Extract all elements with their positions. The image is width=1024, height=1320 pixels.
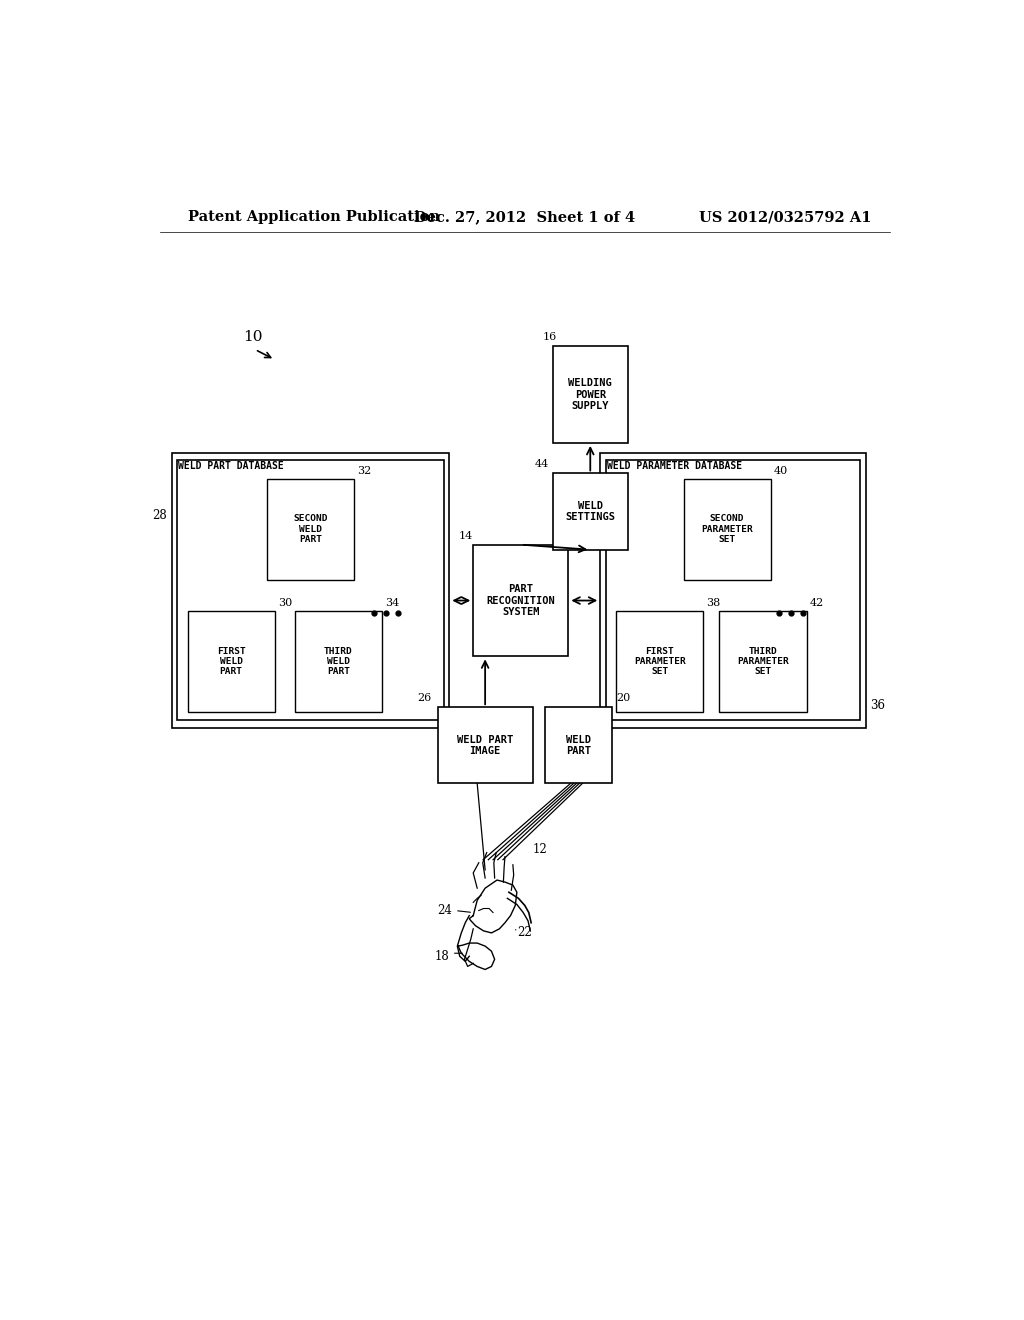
FancyBboxPatch shape <box>606 461 860 721</box>
Text: WELDING
POWER
SUPPLY: WELDING POWER SUPPLY <box>568 378 612 412</box>
Text: WELD
SETTINGS: WELD SETTINGS <box>565 500 615 523</box>
Text: THIRD
PARAMETER
SET: THIRD PARAMETER SET <box>737 647 788 676</box>
Text: FIG. 1: FIG. 1 <box>778 525 845 544</box>
Text: 14: 14 <box>459 531 473 541</box>
FancyBboxPatch shape <box>187 611 274 713</box>
Text: 24: 24 <box>437 904 452 917</box>
Text: 34: 34 <box>385 598 399 607</box>
Text: WELD PART DATABASE: WELD PART DATABASE <box>178 461 284 471</box>
Text: SECOND
PARAMETER
SET: SECOND PARAMETER SET <box>701 515 753 544</box>
Text: 16: 16 <box>543 333 557 342</box>
Text: PART
RECOGNITION
SYSTEM: PART RECOGNITION SYSTEM <box>486 583 555 618</box>
Text: WELD PART
IMAGE: WELD PART IMAGE <box>457 734 513 756</box>
Text: 18: 18 <box>434 950 450 962</box>
Text: 44: 44 <box>536 459 549 470</box>
Text: WELD PARAMETER DATABASE: WELD PARAMETER DATABASE <box>606 461 741 471</box>
Text: Patent Application Publication: Patent Application Publication <box>187 210 439 224</box>
FancyBboxPatch shape <box>172 453 450 727</box>
Text: 36: 36 <box>870 700 885 713</box>
Text: 42: 42 <box>810 598 824 607</box>
Text: 38: 38 <box>707 598 721 607</box>
FancyBboxPatch shape <box>473 545 568 656</box>
FancyBboxPatch shape <box>437 708 532 784</box>
Text: 10: 10 <box>243 330 262 345</box>
Text: 32: 32 <box>357 466 372 475</box>
Text: FIRST
PARAMETER
SET: FIRST PARAMETER SET <box>634 647 686 676</box>
Text: 26: 26 <box>418 693 432 704</box>
FancyBboxPatch shape <box>295 611 382 713</box>
Text: FIRST
WELD
PART: FIRST WELD PART <box>217 647 246 676</box>
FancyBboxPatch shape <box>553 346 628 444</box>
Text: 12: 12 <box>532 843 548 857</box>
FancyBboxPatch shape <box>600 453 866 727</box>
Text: Dec. 27, 2012  Sheet 1 of 4: Dec. 27, 2012 Sheet 1 of 4 <box>414 210 635 224</box>
Text: 20: 20 <box>616 693 631 704</box>
Text: 22: 22 <box>517 927 531 940</box>
Text: THIRD
WELD
PART: THIRD WELD PART <box>324 647 352 676</box>
FancyBboxPatch shape <box>545 708 612 784</box>
Text: US 2012/0325792 A1: US 2012/0325792 A1 <box>699 210 871 224</box>
Text: 28: 28 <box>152 508 167 521</box>
FancyBboxPatch shape <box>177 461 443 721</box>
FancyBboxPatch shape <box>616 611 703 713</box>
Text: 30: 30 <box>278 598 292 607</box>
Text: WELD
PART: WELD PART <box>566 734 591 756</box>
Text: 40: 40 <box>774 466 788 475</box>
FancyBboxPatch shape <box>719 611 807 713</box>
FancyBboxPatch shape <box>553 474 628 549</box>
Text: SECOND
WELD
PART: SECOND WELD PART <box>293 515 328 544</box>
FancyBboxPatch shape <box>684 479 771 581</box>
FancyBboxPatch shape <box>267 479 354 581</box>
